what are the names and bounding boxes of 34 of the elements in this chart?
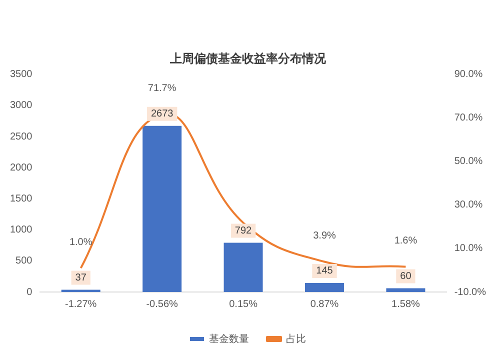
y-tick-label: 1500 xyxy=(10,193,33,204)
x-tick-label: 0.87% xyxy=(310,298,339,310)
legend-label: 基金数量 xyxy=(209,332,249,345)
data-label: 71.7% xyxy=(148,82,176,94)
y2-tick-label: 70.0% xyxy=(454,112,483,124)
x-tick-label: -0.56% xyxy=(146,298,178,310)
y-tick-label: 2000 xyxy=(10,162,33,174)
bar xyxy=(305,282,344,292)
y-tick-label: 3500 xyxy=(10,69,33,80)
y2-tick-label: 50.0% xyxy=(454,156,483,168)
bar xyxy=(224,242,263,292)
x-tick-label: -1.27% xyxy=(65,298,97,310)
data-label: 145 xyxy=(316,266,334,277)
x-tick-label: 0.15% xyxy=(229,298,258,310)
data-label: 1.6% xyxy=(394,236,418,247)
y2-tick-label: 30.0% xyxy=(454,200,483,211)
y2-tick-label: -10.0% xyxy=(454,286,486,298)
bar xyxy=(386,288,426,292)
data-label: 60 xyxy=(400,271,412,282)
bar xyxy=(142,126,182,292)
data-label: 1.0% xyxy=(69,236,92,248)
y2-tick-label: 10.0% xyxy=(454,243,483,254)
y2-tick-label: 90.0% xyxy=(454,69,483,80)
y-tick-label: 0 xyxy=(26,286,33,298)
data-label: 3.9% xyxy=(313,230,336,242)
data-label: 792 xyxy=(234,226,252,237)
x-tick-label: 1.58% xyxy=(392,298,420,310)
y-tick-label: 2500 xyxy=(10,131,33,142)
legend-label: 占比 xyxy=(286,332,306,345)
data-label: 37 xyxy=(75,272,87,284)
y-tick-label: 1000 xyxy=(10,224,33,236)
y-tick-label: 500 xyxy=(16,256,33,267)
y-tick-label: 3000 xyxy=(10,100,33,112)
chart-title: 上周偏债基金收益率分布情况 xyxy=(169,52,327,66)
